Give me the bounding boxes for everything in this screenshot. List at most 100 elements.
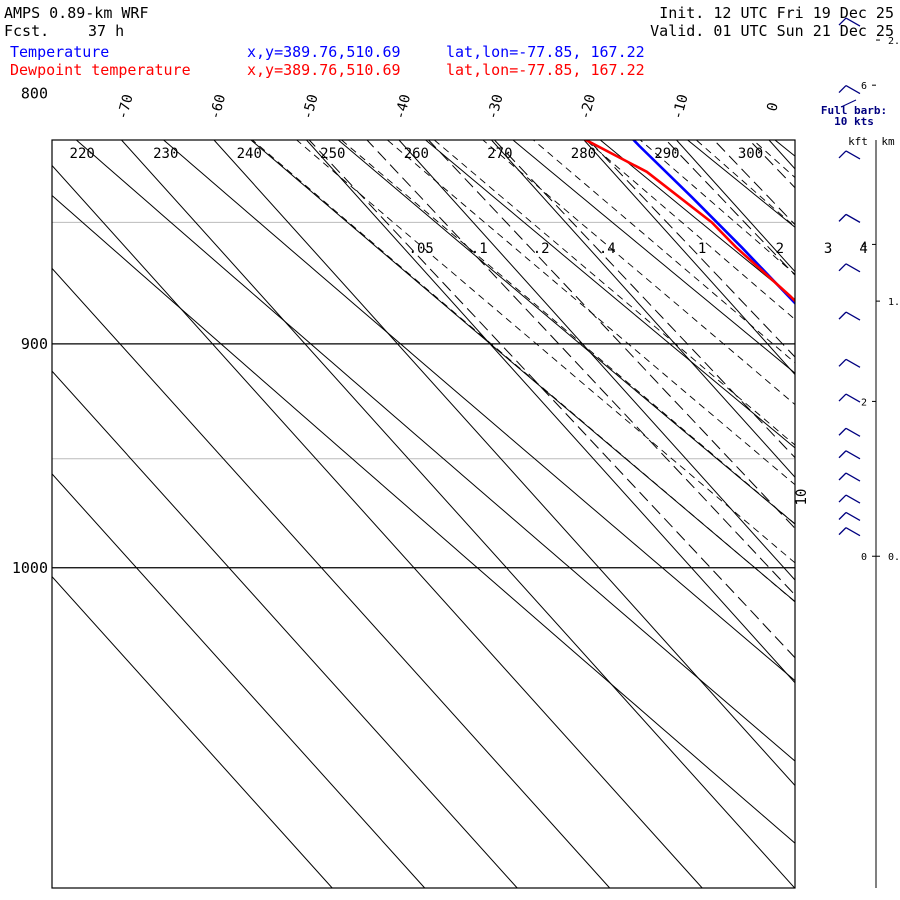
mixing-ratio-line [587,140,795,358]
isotherm-line [52,370,518,888]
mixing-ratio-line [713,140,795,226]
pressure-tick-label: 800 [21,85,48,103]
isotherm-10-label: 10 [794,489,810,506]
mixing-ratio-line [427,140,795,530]
mixing-ratio-label: 2 [776,241,784,257]
wind-barb [838,427,861,437]
kft-tick-label: 2 [861,397,867,408]
dry-adiabat-line [337,140,795,525]
km-tick-label: 1. [888,297,900,308]
km-tick-label: 0. [888,552,900,563]
moist-adiabat-line [585,140,795,321]
legend-dewpoint-label: Dewpoint temperature [10,61,191,79]
isotherm-line [768,140,795,170]
wind-barb-shaft [845,450,861,460]
dry-adiabat-label: 280 [571,146,596,162]
wind-barb [838,450,861,460]
dry-adiabat-line [774,140,795,157]
wind-barb [838,494,861,504]
barb-legend-sample [840,99,857,108]
moist-adiabat-line [251,140,795,603]
dry-adiabat-line [75,140,795,762]
legend-dewpoint-location: x,y=389.76,510.69 [247,61,401,79]
wind-barb [838,511,861,522]
dry-adiabat-line [512,140,795,374]
pressure-tick-label: 1000 [12,559,48,577]
valid-time: Valid. 01 UTC Sun 21 Dec 25 [650,22,894,40]
wind-barb [838,150,861,160]
isotherm-line [491,140,795,478]
moist-adiabat-line [532,140,795,364]
isotherm-line [213,140,795,787]
kft-tick-label: 0 [861,552,867,563]
wind-barb [838,17,861,27]
moist-adiabat-line [295,140,795,564]
dry-adiabat-line [52,194,795,844]
moist-adiabat-line [433,140,795,446]
dry-adiabat-line [425,140,795,449]
dry-adiabat-label: 290 [654,146,679,162]
plot-frame [51,139,796,889]
barb-legend-units: 10 kts [834,115,874,128]
forecast-hour: 37 h [88,22,125,40]
wind-barb-flag [838,263,847,272]
wind-barb-shaft [845,511,861,522]
wind-barb-flag [838,213,847,222]
wind-barb [838,472,861,482]
legend-temperature-label: Temperature [10,43,110,61]
mixing-ratio-label: .4 [599,241,616,257]
mixing-ratio-label: .1 [471,241,488,257]
wind-barb-flag [838,527,847,536]
wind-barb [838,263,861,273]
mixing-ratio-line [748,140,795,189]
isotherm-line [52,164,703,888]
pressure-tick-label: 900 [21,335,48,353]
mixing-ratio-label: .05 [409,241,434,257]
mixing-ratio-label: 4 [859,241,867,257]
init-time: Init. 12 UTC Fri 19 Dec 25 [659,4,894,22]
wind-barb-shaft [845,527,861,537]
legend-dewpoint-latlon: lat,lon=-77.85, 167.22 [446,61,645,79]
wind-barb-shaft [845,393,861,403]
wind-barb-shaft [845,150,861,160]
wind-barb-flag [838,150,847,159]
dewpoint-temperature-profile-line [583,140,795,303]
dry-adiabat-label: 230 [153,146,178,162]
isotherm-label: -10 [670,93,692,122]
temperature-profile-line [631,140,795,305]
moist-adiabat-line [654,0,900,671]
wind-barb [838,393,861,403]
mixing-ratio-label: 3 [824,241,832,257]
isotherm-line [398,140,795,581]
mixing-ratio-label: 1 [698,241,706,257]
isotherm-label: -20 [577,93,599,122]
wind-barb-flag [838,472,847,481]
moist-adiabat-line [482,140,795,406]
wind-barb [838,84,861,95]
moist-adiabat-line [412,0,900,671]
dry-adiabat-label: 300 [738,146,763,162]
wind-barb [838,527,861,537]
kft-label: kft [848,135,868,148]
forecast-label: Fcst. [4,22,50,40]
kft-tick-label: 6 [861,81,867,92]
legend-temperature-location: x,y=389.76,510.69 [247,43,401,61]
barb-legend-title: Full barb: [821,104,887,117]
isotherm-label: 0 [764,101,782,113]
km-label: km [881,135,895,148]
wind-barb [838,213,861,223]
legend-temperature-latlon: lat,lon=-77.85, 167.22 [446,43,645,61]
wind-barb-flag [838,17,847,26]
isotherm-label: -70 [115,93,137,122]
wind-barb-flag [838,393,847,402]
isotherm-line [121,140,795,888]
km-tick-label: 2. [888,36,900,47]
wind-barb-flag [838,358,847,367]
wind-barb-shaft [845,311,861,321]
wind-barb-shaft [845,494,861,504]
wind-barb-shaft [845,358,861,368]
wind-barb-shaft [845,263,861,273]
moist-adiabat-line [708,0,900,671]
